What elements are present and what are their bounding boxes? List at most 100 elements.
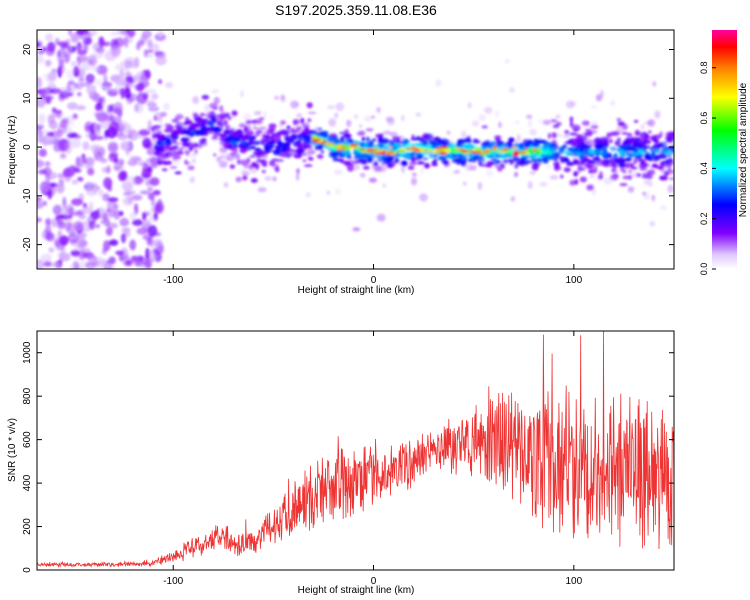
- spectrogram-blob: [624, 138, 633, 145]
- colorbar-gradient: [712, 30, 737, 269]
- spectrogram-blob: [667, 167, 672, 172]
- spectrogram-blob: [218, 160, 228, 168]
- spectrogram-blob: [44, 161, 51, 167]
- spectrogram-blob: [629, 162, 635, 169]
- spectrogram-blob: [360, 141, 365, 148]
- spectrogram-blob: [37, 259, 44, 269]
- spectrogram-blob: [326, 190, 331, 195]
- spectrogram-blob: [257, 187, 267, 193]
- spectrogram-blob: [359, 158, 368, 163]
- spectrogram-blob: [219, 146, 228, 154]
- spectrogram-blob: [71, 198, 83, 206]
- spectrogram-blob: [48, 122, 58, 127]
- spectrogram-blob: [586, 130, 593, 137]
- spectrogram-blob: [153, 212, 158, 221]
- spectrogram-blob: [223, 182, 229, 188]
- spectrogram-blob: [89, 210, 102, 220]
- spectrogram-blob: [350, 147, 355, 150]
- spectrogram-blob: [79, 64, 91, 72]
- spectrogram-blob: [617, 148, 624, 154]
- spectrogram-blob: [249, 146, 255, 150]
- spectrogram-blob: [174, 171, 182, 175]
- spectrogram-blob: [648, 130, 652, 134]
- spectrogram-blob: [668, 157, 673, 163]
- spectrogram-blob: [38, 148, 47, 157]
- spectrogram-blob: [620, 158, 626, 164]
- spectrogram-blob: [620, 167, 625, 172]
- spectrogram-blob: [551, 132, 558, 139]
- spectrogram-blob: [402, 139, 409, 145]
- spectrogram-blob: [612, 157, 618, 161]
- spectrogram-blob: [442, 139, 451, 145]
- spectrogram-blob: [328, 133, 338, 139]
- spectrogram-blob: [57, 221, 66, 229]
- spectrogram-blob: [252, 127, 259, 130]
- spectrogram-blob: [484, 107, 493, 114]
- spectrogram-blob: [266, 144, 271, 147]
- spectrogram-blob: [347, 165, 354, 172]
- spectrogram-blob: [154, 33, 166, 41]
- spectrogram-blob: [389, 131, 398, 137]
- spectrogram-blob: [235, 176, 242, 183]
- spectrogram-blob: [376, 107, 381, 113]
- spectrogram-blob: [141, 30, 152, 39]
- spectrogram-blob: [142, 137, 152, 149]
- spectrogram-blob: [639, 168, 648, 171]
- spectrogram-blob: [600, 136, 609, 141]
- spectrogram-blob: [634, 120, 639, 123]
- spectrogram-blob: [155, 146, 159, 151]
- spectrogram-blob: [230, 129, 235, 134]
- spectrogram-blob: [118, 123, 125, 132]
- spectrogram-blob: [280, 129, 290, 137]
- spectrogram-blob: [234, 148, 238, 154]
- spectrogram-blob: [539, 181, 548, 187]
- spectrogram-blob: [435, 79, 442, 87]
- spectrogram-blob: [363, 165, 370, 170]
- spectrogram-blob: [644, 153, 648, 159]
- spectrogram-blob: [146, 39, 153, 48]
- spectrogram-blob: [113, 162, 121, 171]
- spectrogram-blob: [272, 176, 277, 182]
- spectrogram-blob: [155, 55, 167, 66]
- spectrogram-blob: [638, 141, 647, 145]
- spectrogram-blob: [634, 149, 638, 153]
- spectrogram-blob: [77, 249, 86, 261]
- spectrogram-blob: [124, 57, 135, 63]
- spectrogram-blob: [157, 155, 162, 162]
- spectrogram-blob: [515, 120, 520, 124]
- spectrogram-blob: [51, 218, 58, 228]
- spectrogram-blob: [158, 117, 163, 125]
- colorbar-tick-label: 0.4: [699, 162, 709, 175]
- spectrogram-blob: [368, 158, 373, 164]
- spectrogram-blob: [313, 136, 321, 140]
- spectrogram-blob: [339, 160, 345, 164]
- spectrogram-blob: [510, 196, 516, 202]
- y-tick-label: -10: [22, 188, 33, 203]
- spectrogram-blob: [579, 176, 587, 183]
- spectrogram-blob: [551, 152, 560, 157]
- spectrogram-blob: [373, 147, 380, 150]
- spectrogram-blob: [422, 149, 429, 152]
- spectrogram-blob: [85, 73, 95, 85]
- snr-y-ticks: 0 200 400 600 800 1000: [22, 341, 674, 573]
- spectrogram-blob: [420, 165, 424, 174]
- spectrogram-blob: [316, 154, 324, 159]
- spectrogram-blob: [667, 184, 674, 194]
- spectrogram-blob: [183, 138, 191, 141]
- spectrogram-blob: [564, 130, 570, 134]
- spectrogram-blob: [38, 113, 46, 125]
- spectrogram-blob: [334, 188, 342, 195]
- x-tick-label: 0: [371, 576, 377, 587]
- spectrogram-blob: [167, 154, 173, 158]
- spectrogram-blob: [264, 176, 273, 181]
- spectrogram-blob: [422, 157, 429, 161]
- spectrogram-blob: [399, 147, 407, 151]
- spectrogram-blob: [121, 179, 127, 189]
- spectrogram-blob: [528, 119, 532, 128]
- spectrogram-blob: [424, 163, 430, 169]
- spectrogram-blob: [552, 158, 559, 161]
- spectrogram-blob: [82, 141, 90, 151]
- spectrogram-blob: [419, 193, 428, 202]
- spectrogram-blob: [571, 148, 581, 153]
- spectrogram-blob: [481, 125, 488, 129]
